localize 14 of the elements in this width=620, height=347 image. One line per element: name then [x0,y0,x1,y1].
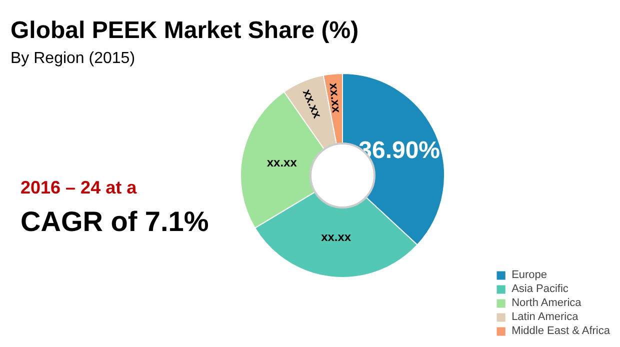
legend-label: Latin America [512,311,578,323]
chart-title: Global PEEK Market Share (%) [10,17,359,44]
legend-label: Europe [512,269,548,281]
legend-label: Asia Pacific [512,283,568,295]
data-label: xx.xx [266,156,298,170]
data-label: xx.xx [321,230,352,244]
data-label: xx.xx [326,82,344,114]
legend-label: Middle East & Africa [512,325,610,337]
legend-label: North America [512,297,582,309]
text: 2016 – 24 at a [20,178,138,198]
text: By Region (2015) [10,50,136,67]
data-label: xx.xx [300,87,325,120]
text: CAGR of 7.1% [20,206,209,237]
data-label: 36.90% [358,137,440,164]
